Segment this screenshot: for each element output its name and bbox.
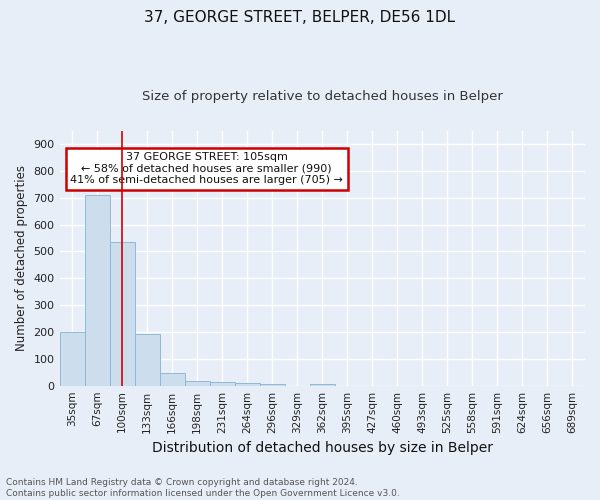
Bar	[310, 384, 335, 386]
Bar	[235, 383, 260, 386]
Bar	[160, 373, 185, 386]
Bar	[185, 381, 209, 386]
Y-axis label: Number of detached properties: Number of detached properties	[15, 165, 28, 351]
Bar	[209, 382, 235, 386]
Bar	[59, 332, 85, 386]
Title: Size of property relative to detached houses in Belper: Size of property relative to detached ho…	[142, 90, 503, 103]
Text: Contains HM Land Registry data © Crown copyright and database right 2024.
Contai: Contains HM Land Registry data © Crown c…	[6, 478, 400, 498]
X-axis label: Distribution of detached houses by size in Belper: Distribution of detached houses by size …	[152, 441, 493, 455]
Bar	[85, 195, 110, 386]
Bar	[260, 384, 285, 386]
Bar	[110, 242, 134, 386]
Bar	[134, 334, 160, 386]
Text: 37 GEORGE STREET: 105sqm  
← 58% of detached houses are smaller (990)
41% of sem: 37 GEORGE STREET: 105sqm ← 58% of detach…	[70, 152, 343, 186]
Text: 37, GEORGE STREET, BELPER, DE56 1DL: 37, GEORGE STREET, BELPER, DE56 1DL	[145, 10, 455, 25]
